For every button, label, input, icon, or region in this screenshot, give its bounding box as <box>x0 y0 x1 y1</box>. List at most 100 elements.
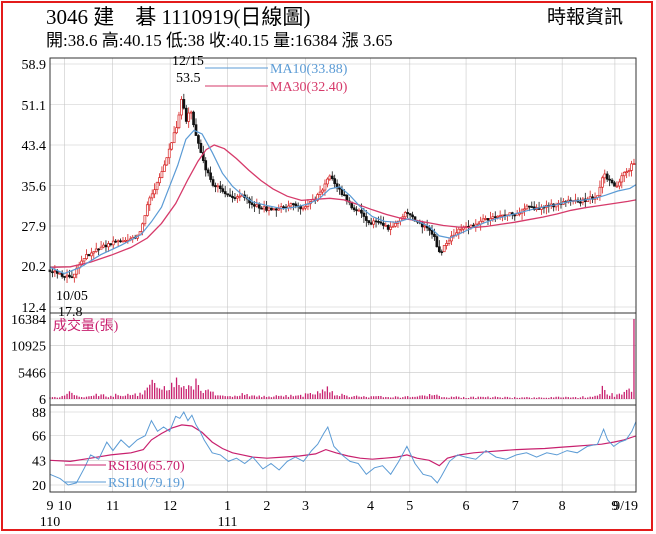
candle-body <box>496 215 500 218</box>
candle-body <box>377 221 380 223</box>
candle-body <box>384 225 388 227</box>
candle-body <box>389 226 393 230</box>
candle-body <box>618 181 621 187</box>
candle-body <box>491 216 495 219</box>
candle-body <box>316 194 320 201</box>
candle-body <box>386 225 390 230</box>
candle-body <box>428 227 431 231</box>
candle-body <box>109 243 113 246</box>
candle-body <box>204 160 208 171</box>
candle-body <box>282 206 285 209</box>
candle-body <box>277 208 281 211</box>
candle-body <box>340 188 344 196</box>
candle-body <box>124 239 127 242</box>
candle-body <box>102 244 105 248</box>
candle-body <box>605 173 609 180</box>
candle-body <box>459 228 463 231</box>
candle-body <box>265 206 268 211</box>
volume-bars <box>49 319 635 399</box>
candle-body <box>294 203 298 207</box>
price-tick-label: 58.9 <box>22 58 47 73</box>
candle-body <box>53 270 57 273</box>
candle-body <box>406 212 410 214</box>
candle-body <box>472 224 475 227</box>
x-tick-label: 5 <box>406 499 413 514</box>
candle-body <box>372 220 375 225</box>
candle-body <box>610 179 614 184</box>
candle-body <box>625 171 629 173</box>
x-tick-label: 4 <box>367 499 374 514</box>
candle-body <box>184 107 188 122</box>
volume-tick-label: 5466 <box>18 366 46 381</box>
candle-body <box>600 177 604 188</box>
candle-body <box>450 235 453 242</box>
candle-body <box>99 246 103 250</box>
candle-body <box>369 222 373 225</box>
volume-tick-label: 10925 <box>11 340 46 355</box>
candle-body <box>323 183 327 191</box>
candle-body <box>613 182 616 187</box>
legend-rsi30: RSI30(65.70) <box>108 459 185 474</box>
x-tick-label: 12 <box>163 499 177 514</box>
candle-body <box>197 135 200 144</box>
candle-body <box>330 175 334 179</box>
candle-body <box>486 218 490 221</box>
candle-body <box>92 251 96 254</box>
ma10-line <box>49 129 637 275</box>
x-tick-year: 110 <box>40 515 60 530</box>
candle-body <box>104 244 108 248</box>
candle-body <box>272 208 276 211</box>
candle-body <box>364 216 368 221</box>
x-tick-label: 2 <box>263 499 270 514</box>
candle-body <box>622 171 626 177</box>
candle-body <box>435 236 439 248</box>
candle-body <box>301 207 305 210</box>
candle-body <box>579 201 582 204</box>
price-tick-label: 27.9 <box>22 220 47 235</box>
candle-body <box>180 99 183 116</box>
candle-body <box>141 223 144 233</box>
candle-body <box>530 206 534 208</box>
candle-body <box>620 175 624 183</box>
candle-body <box>627 170 631 172</box>
candle-body <box>598 186 602 197</box>
candle-body <box>65 274 69 278</box>
candle-body <box>615 185 619 188</box>
x-tick-label: 9/19 <box>613 499 638 514</box>
grid-lines <box>49 58 637 492</box>
candle-body <box>257 204 261 209</box>
candle-body <box>430 230 434 235</box>
price-tick-label: 51.1 <box>22 99 47 114</box>
panel-border <box>49 404 637 493</box>
candle-body <box>231 195 234 198</box>
price-tick-label: 35.6 <box>22 180 47 195</box>
candle-body <box>167 148 171 159</box>
candle-body <box>182 99 186 109</box>
candle-body <box>394 222 397 227</box>
legend-ma30: MA30(32.40) <box>270 80 348 95</box>
candle-body <box>148 197 152 206</box>
candle-body <box>411 214 414 218</box>
candle-body <box>70 276 74 279</box>
candle-body <box>527 205 531 208</box>
candle-body <box>457 228 461 234</box>
candle-body <box>326 178 329 185</box>
candle-body <box>192 111 195 126</box>
candle-body <box>481 218 485 222</box>
candle-body <box>87 254 91 257</box>
candle-body <box>189 111 193 114</box>
candle-body <box>209 172 212 180</box>
candle-body <box>608 178 611 181</box>
candle-body <box>233 197 237 199</box>
candle-body <box>153 189 156 195</box>
candle-body <box>442 245 446 253</box>
candle-body <box>94 248 98 252</box>
candle-body <box>199 142 203 153</box>
x-tick-year: 111 <box>218 515 238 530</box>
candle-body <box>513 214 517 217</box>
peak-date-label: 12/15 <box>172 54 204 69</box>
candle-body <box>291 203 295 205</box>
candle-body <box>318 191 322 195</box>
candle-body <box>355 209 358 212</box>
